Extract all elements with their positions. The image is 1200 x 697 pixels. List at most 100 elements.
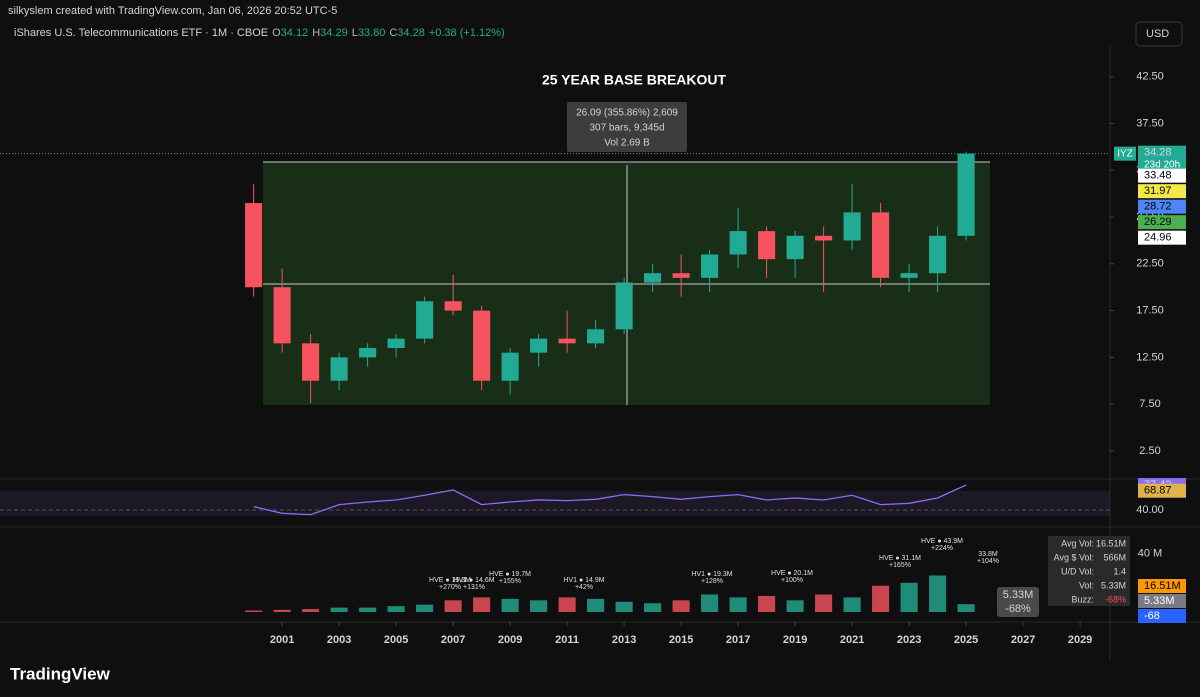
volume-bar xyxy=(729,597,747,612)
candle-body xyxy=(929,235,947,274)
x-tick-label: 2009 xyxy=(498,634,522,646)
volume-bar xyxy=(273,609,291,612)
volume-bar xyxy=(387,606,405,612)
ma-label: 26.29 xyxy=(1144,216,1172,228)
ma-label: 28.72 xyxy=(1144,201,1172,213)
panel-value: 16.51M xyxy=(1096,538,1126,548)
x-tick-label: 2021 xyxy=(840,634,864,646)
volume-bar xyxy=(843,597,861,612)
measure-text: 307 bars, 9,345d xyxy=(589,123,664,134)
annotation: +104% xyxy=(977,558,999,565)
volume-bar xyxy=(302,609,320,612)
candle-body xyxy=(416,301,434,339)
x-tick-label: 2005 xyxy=(384,634,408,646)
candle-body xyxy=(644,273,662,283)
candle-body xyxy=(672,273,690,278)
x-tick-label: 2025 xyxy=(954,634,978,646)
currency-button[interactable] xyxy=(1135,21,1183,47)
change: +0.38 (+1.12%) xyxy=(429,27,505,39)
candle-body xyxy=(872,212,890,278)
candle-body xyxy=(729,231,747,255)
y-tick-label: 22.50 xyxy=(1136,258,1164,270)
annotation: HV1 ● 14.6M xyxy=(453,577,494,584)
x-tick-label: 2023 xyxy=(897,634,921,646)
o-value: 34.12 xyxy=(281,27,309,39)
x-tick-label: 2007 xyxy=(441,634,465,646)
candle-body xyxy=(444,301,462,311)
x-tick-label: 2001 xyxy=(270,634,294,646)
volume-box xyxy=(997,587,1039,617)
l-value: 33.80 xyxy=(358,27,386,39)
annotation: +165% xyxy=(889,562,911,569)
annotation: HVE ● 15.3M xyxy=(429,577,471,584)
volume-bar xyxy=(929,575,947,612)
volume-bar xyxy=(786,600,804,612)
rsi-band xyxy=(0,491,1110,516)
volume-bar xyxy=(615,601,633,612)
candle-body xyxy=(359,348,377,358)
volume-bar xyxy=(957,604,975,612)
x-tick-label: 2029 xyxy=(1068,634,1092,646)
volume-bar xyxy=(245,610,263,612)
volume-box-change: -68% xyxy=(1005,603,1031,615)
annotation: +100% xyxy=(781,577,803,584)
ma-label: 31.97 xyxy=(1144,185,1172,197)
annotation: +128% xyxy=(701,578,723,585)
annotation: HV1 ● 14.9M xyxy=(563,577,604,584)
candle-body xyxy=(615,282,633,330)
volume-bar xyxy=(473,597,491,612)
vol-axis-label: 16.51M xyxy=(1144,580,1181,592)
volume-bar xyxy=(359,607,377,612)
c-label: C xyxy=(389,27,397,39)
annotation: HVE ● 20.1M xyxy=(771,570,813,577)
annotation: HVE ● 43.9M xyxy=(921,538,963,545)
ma-tag xyxy=(1138,215,1186,230)
x-tick-label: 2011 xyxy=(555,634,579,646)
panel-bg xyxy=(1048,536,1130,606)
currency[interactable]: USD xyxy=(1146,28,1169,40)
volume-bar xyxy=(587,598,605,612)
volume-bar xyxy=(444,600,462,612)
panel-value: -68% xyxy=(1105,594,1126,604)
candle-body xyxy=(758,231,776,260)
candle-body xyxy=(843,212,861,241)
candle-body xyxy=(245,203,263,288)
x-tick-label: 2019 xyxy=(783,634,807,646)
symbol-legend: iShares U.S. Telecommunications ETF · 1M… xyxy=(14,27,505,39)
volume-bar xyxy=(501,598,519,612)
chart-title: 25 YEAR BASE BREAKOUT xyxy=(542,72,727,88)
panel-key: Avg Vol: xyxy=(1061,538,1094,548)
volume-box-value: 5.33M xyxy=(1003,589,1034,601)
rsi-tick-label: 40.00 xyxy=(1136,504,1164,516)
annotation: HVE ● 31.1M xyxy=(879,555,921,562)
y-tick-label: 12.50 xyxy=(1136,351,1164,363)
panel-key: U/D Vol: xyxy=(1061,566,1094,576)
vol-axis-label: 5.33M xyxy=(1144,595,1175,607)
volume-bar xyxy=(815,594,833,612)
annotation: +270% xyxy=(439,584,461,591)
credit: silkyslem created with TradingView.com, … xyxy=(8,5,337,17)
ma-tag xyxy=(1138,199,1186,214)
measure-box xyxy=(567,102,687,152)
o-label: O xyxy=(272,27,281,39)
panel-value: 566M xyxy=(1103,552,1126,562)
ticker-symbol: IYZ xyxy=(1117,148,1133,159)
candle-body xyxy=(957,153,975,236)
vol-tick-label: 40 M xyxy=(1138,547,1162,559)
x-tick-label: 2015 xyxy=(669,634,693,646)
candle-body xyxy=(501,352,519,381)
last-price-tag xyxy=(1138,145,1186,172)
candle-body xyxy=(530,338,548,353)
h-value: 34.29 xyxy=(320,27,348,39)
annotation: HV1 ● 19.3M xyxy=(691,571,732,578)
volume-bar xyxy=(330,607,348,612)
annotation: +155% xyxy=(499,578,521,585)
annotation: 33.8M xyxy=(978,551,998,558)
volume-bar xyxy=(872,585,890,612)
annotation: +42% xyxy=(575,584,593,591)
annotation: HVE ● 19.7M xyxy=(489,571,531,578)
candle-body xyxy=(330,357,348,381)
rsi-line xyxy=(253,484,967,516)
candle-body xyxy=(558,338,576,344)
y-tick-label: 7.50 xyxy=(1139,398,1160,410)
